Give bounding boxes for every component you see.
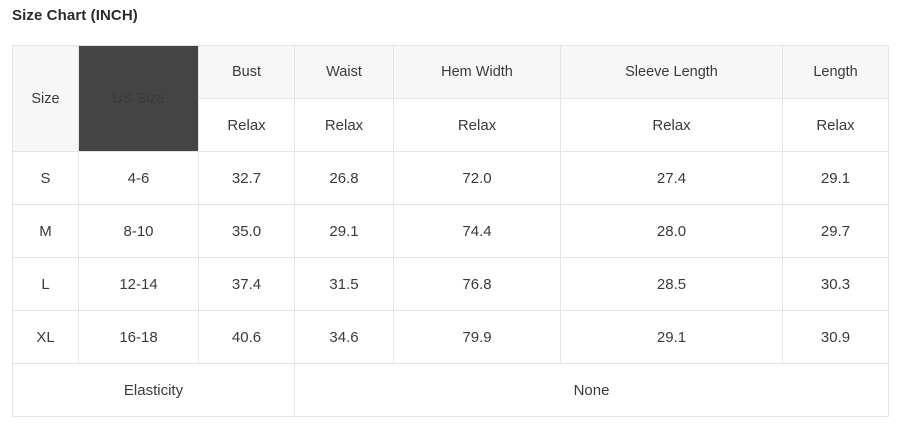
cell-bust: 32.7 <box>198 151 295 205</box>
cell-us-size: 8-10 <box>78 204 199 258</box>
elasticity-value: None <box>294 363 889 417</box>
column-header-size: Size <box>12 45 79 152</box>
page-title: Size Chart (INCH) <box>12 7 138 24</box>
cell-sleeve-length: 29.1 <box>560 310 783 364</box>
cell-hem-width: 79.9 <box>393 310 561 364</box>
table-footer: Elasticity None <box>12 363 889 417</box>
subheader-hem-width-relax: Relax <box>393 98 561 152</box>
cell-size: L <box>12 257 79 311</box>
cell-length: 30.3 <box>782 257 889 311</box>
table-header: Size US Size Bust Waist Hem Width Sleeve… <box>12 45 889 152</box>
cell-bust: 40.6 <box>198 310 295 364</box>
cell-size: XL <box>12 310 79 364</box>
subheader-waist-relax: Relax <box>294 98 394 152</box>
cell-bust: 37.4 <box>198 257 295 311</box>
cell-length: 29.7 <box>782 204 889 258</box>
header-row-sub: Relax Relax Relax Relax Relax <box>13 98 889 152</box>
cell-hem-width: 74.4 <box>393 204 561 258</box>
table-row[interactable]: L 12-14 37.4 31.5 76.8 28.5 30.3 <box>12 257 889 311</box>
cell-length: 30.9 <box>782 310 889 364</box>
cell-waist: 26.8 <box>294 151 394 205</box>
table-row[interactable]: XL 16-18 40.6 34.6 79.9 29.1 30.9 <box>12 310 889 364</box>
cell-length: 29.1 <box>782 151 889 205</box>
cell-us-size: 16-18 <box>78 310 199 364</box>
table-row[interactable]: S 4-6 32.7 26.8 72.0 27.4 29.1 <box>12 151 889 205</box>
elasticity-label: Elasticity <box>12 363 295 417</box>
cell-bust: 35.0 <box>198 204 295 258</box>
subheader-length-relax: Relax <box>782 98 889 152</box>
cell-waist: 34.6 <box>294 310 394 364</box>
table-row[interactable]: M 8-10 35.0 29.1 74.4 28.0 29.7 <box>12 204 889 258</box>
cell-us-size: 12-14 <box>78 257 199 311</box>
cell-sleeve-length: 27.4 <box>560 151 783 205</box>
cell-hem-width: 76.8 <box>393 257 561 311</box>
cell-waist: 29.1 <box>294 204 394 258</box>
size-chart-table: Size US Size Bust Waist Hem Width Sleeve… <box>12 45 889 417</box>
column-header-sleeve-length: Sleeve Length <box>560 45 783 99</box>
cell-sleeve-length: 28.5 <box>560 257 783 311</box>
column-header-us-size[interactable]: US Size <box>78 45 199 152</box>
cell-size: M <box>12 204 79 258</box>
column-header-bust: Bust <box>198 45 295 99</box>
column-header-length: Length <box>782 45 889 99</box>
subheader-sleeve-length-relax: Relax <box>560 98 783 152</box>
cell-sleeve-length: 28.0 <box>560 204 783 258</box>
cell-us-size: 4-6 <box>78 151 199 205</box>
column-header-hem-width: Hem Width <box>393 45 561 99</box>
cell-waist: 31.5 <box>294 257 394 311</box>
table-body: S 4-6 32.7 26.8 72.0 27.4 29.1 M 8-10 35… <box>12 151 889 364</box>
subheader-bust-relax: Relax <box>198 98 295 152</box>
cell-hem-width: 72.0 <box>393 151 561 205</box>
elasticity-row: Elasticity None <box>12 363 889 417</box>
cell-size: S <box>12 151 79 205</box>
column-header-waist: Waist <box>294 45 394 99</box>
header-row-main: Size US Size Bust Waist Hem Width Sleeve… <box>12 45 889 152</box>
